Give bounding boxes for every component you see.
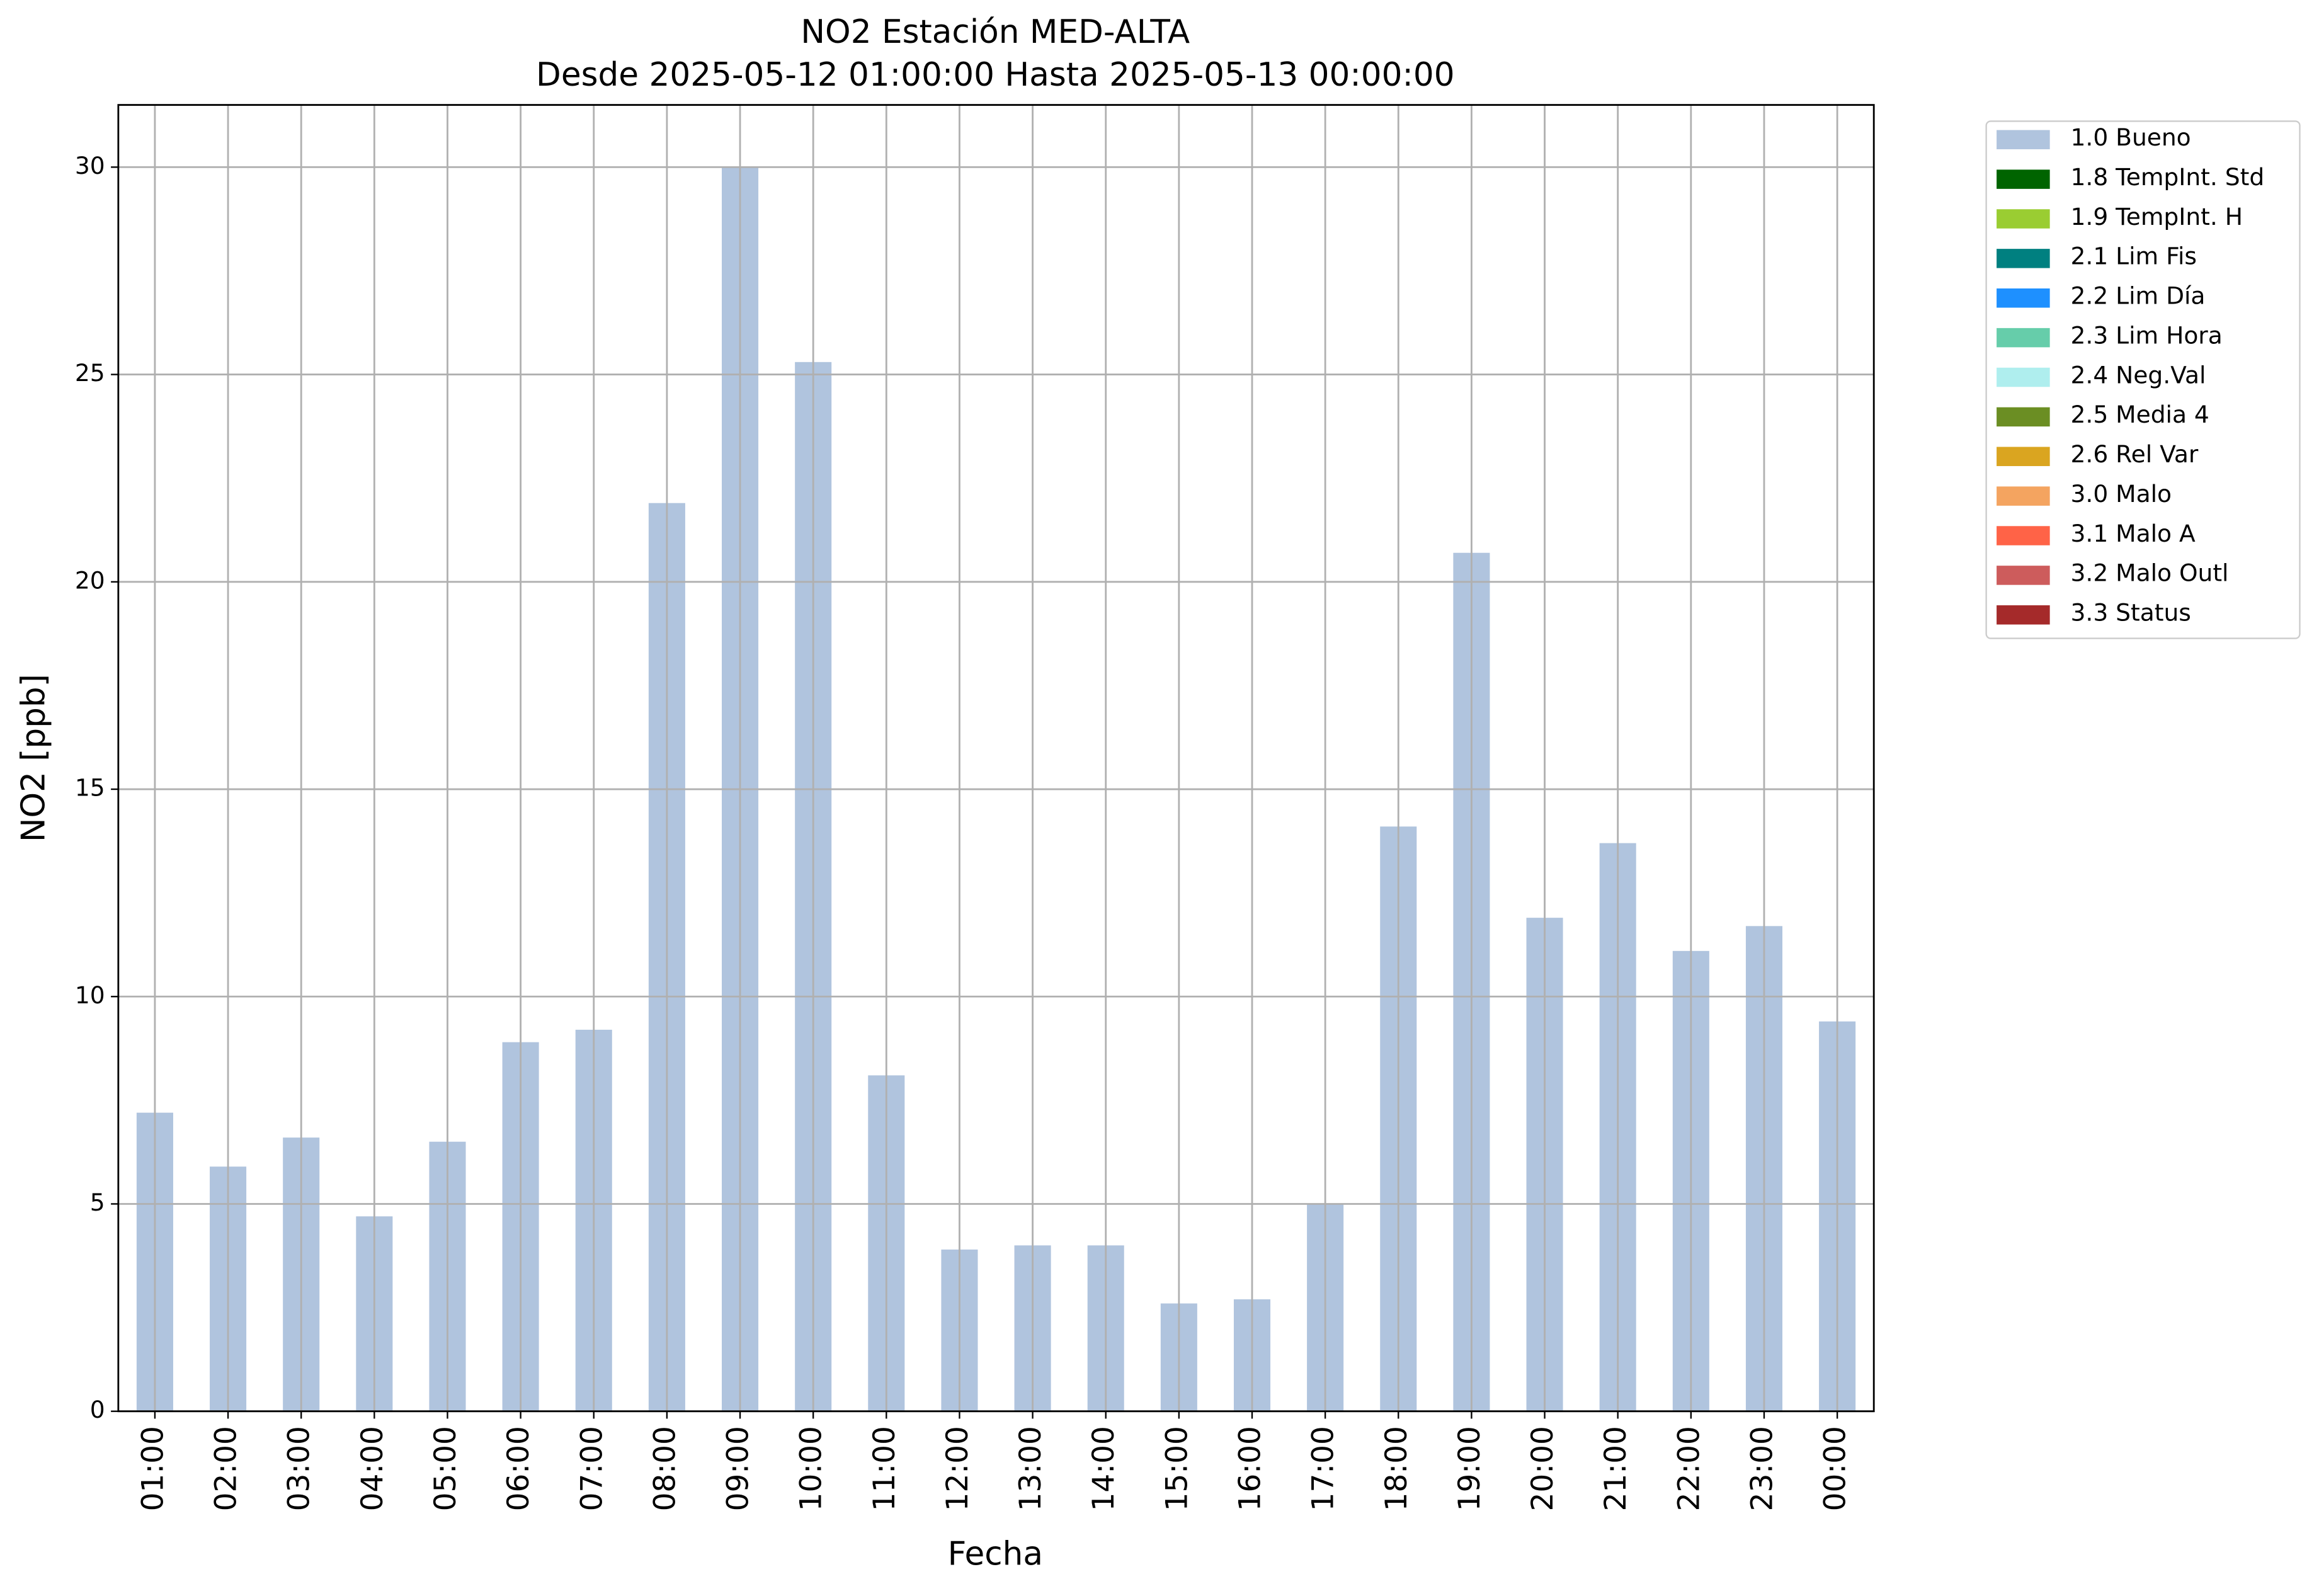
x-tick-label: 02:00 — [209, 1426, 244, 1511]
y-tick-label: 5 — [90, 1188, 105, 1216]
x-tick-label: 12:00 — [940, 1426, 975, 1511]
x-tick-label: 01:00 — [135, 1426, 170, 1511]
x-tick-label: 18:00 — [1379, 1426, 1414, 1511]
y-tick-label: 20 — [75, 566, 105, 594]
x-tick-label: 16:00 — [1233, 1426, 1267, 1511]
legend-swatch — [1997, 367, 2050, 387]
legend-label: 2.1 Lim Fis — [2071, 242, 2197, 270]
legend-swatch — [1997, 486, 2050, 506]
legend-swatch — [1997, 566, 2050, 585]
legend-swatch — [1997, 526, 2050, 545]
x-tick-label: 05:00 — [428, 1426, 463, 1511]
x-tick-label: 21:00 — [1598, 1426, 1633, 1511]
legend-label: 2.4 Neg.Val — [2071, 361, 2206, 389]
legend-swatch — [1997, 288, 2050, 308]
legend-label: 3.0 Malo — [2071, 480, 2172, 508]
legend-label: 3.1 Malo A — [2071, 520, 2196, 547]
plot-frame — [117, 104, 1875, 1413]
legend-label: 2.2 Lim Día — [2071, 282, 2206, 310]
x-tick-label: 22:00 — [1672, 1426, 1706, 1511]
legend-swatch — [1997, 447, 2050, 467]
legend-swatch — [1997, 209, 2050, 229]
x-tick-label: 15:00 — [1160, 1426, 1194, 1511]
legend-label: 1.8 TempInt. Std — [2071, 163, 2265, 191]
chart-subtitle: Desde 2025-05-12 01:00:00 Hasta 2025-05-… — [536, 56, 1455, 94]
legend-label: 3.3 Status — [2071, 599, 2191, 627]
x-tick-label: 10:00 — [794, 1426, 829, 1511]
x-tick-label: 07:00 — [574, 1426, 609, 1511]
y-tick-label: 10 — [75, 981, 105, 1009]
x-tick-label: 11:00 — [867, 1426, 902, 1511]
y-tick-label: 30 — [75, 152, 105, 180]
legend-label: 2.5 Media 4 — [2071, 401, 2209, 428]
x-tick-label: 04:00 — [355, 1426, 390, 1511]
legend-label: 1.0 Bueno — [2071, 123, 2191, 151]
x-tick-label: 14:00 — [1086, 1426, 1121, 1511]
legend-label: 2.3 Lim Hora — [2071, 321, 2223, 349]
legend: 1.0 Bueno 1.8 TempInt. Std 1.9 TempInt. H 2… — [1997, 123, 2264, 627]
y-axis-label: NO2 [ppb] — [14, 674, 52, 842]
x-tick-label: 09:00 — [721, 1426, 756, 1511]
legend-label: 1.9 TempInt. H — [2071, 203, 2243, 231]
legend-label: 2.6 Rel Var — [2071, 440, 2199, 468]
y-tick-label: 15 — [75, 774, 105, 802]
x-tick-label: 00:00 — [1818, 1426, 1853, 1511]
legend-swatch — [1997, 169, 2050, 189]
y-tick-label: 0 — [90, 1396, 105, 1423]
x-axis-label: Fecha — [948, 1536, 1043, 1573]
legend-swatch — [1997, 249, 2050, 268]
legend-swatch — [1997, 407, 2050, 427]
legend-swatch — [1997, 130, 2050, 149]
legend-swatch — [1997, 328, 2050, 348]
chart-title: NO2 Estación MED-ALTA — [801, 13, 1190, 51]
x-tick-label: 17:00 — [1306, 1426, 1341, 1511]
legend-label: 3.2 Malo Outl — [2071, 559, 2229, 587]
legend-box — [1985, 120, 2301, 639]
x-tick-label: 19:00 — [1452, 1426, 1487, 1511]
x-tick-label: 23:00 — [1745, 1426, 1779, 1511]
x-tick-label: 03:00 — [282, 1426, 317, 1511]
x-tick-label: 20:00 — [1525, 1426, 1560, 1511]
x-tick-label: 08:00 — [647, 1426, 682, 1511]
x-tick-label: 13:00 — [1013, 1426, 1048, 1511]
x-tick-label: 06:00 — [501, 1426, 536, 1511]
y-tick-label: 25 — [75, 359, 105, 387]
legend-swatch — [1997, 605, 2050, 625]
plot-area: 0 5 10 15 20 25 30 01:00 02:00 03:00 04:00 05:00 06:… — [75, 105, 1874, 1511]
